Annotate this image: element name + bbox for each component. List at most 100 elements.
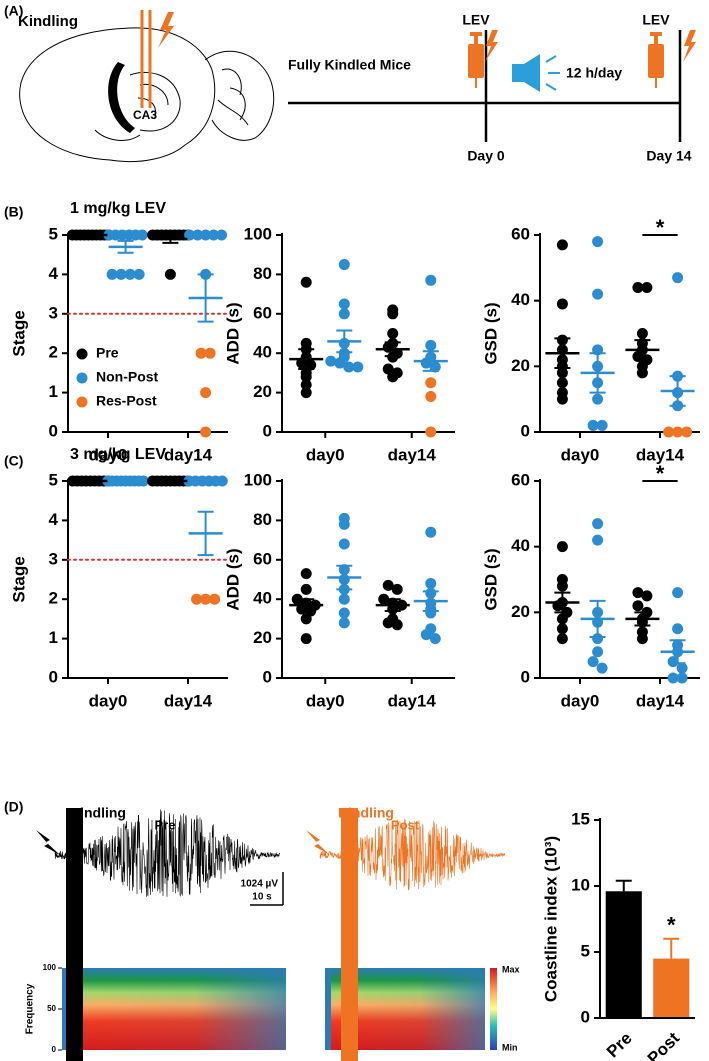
- y-tick-label: 0: [49, 421, 58, 440]
- data-point: [387, 328, 399, 339]
- y-tick-label: 4: [49, 264, 59, 283]
- y-tick-label: 0: [581, 1007, 590, 1026]
- y-axis-label: GSD (s): [481, 548, 500, 610]
- data-point: [291, 593, 303, 605]
- x-tick-label: day14: [636, 445, 685, 464]
- diagram-label: LEV: [462, 12, 490, 28]
- y-tick-label: 5: [581, 941, 590, 960]
- data-point: [556, 377, 568, 389]
- data-point: [387, 371, 399, 383]
- legend-label: Non-Post: [96, 369, 159, 385]
- diagram-label: LEV: [642, 12, 670, 28]
- data-point: [556, 613, 568, 625]
- data-point: [300, 613, 312, 625]
- x-tick-label: day0: [561, 445, 600, 464]
- speaker: [512, 54, 560, 92]
- y-tick-label: 60: [511, 224, 530, 243]
- significance-label: *: [656, 215, 665, 240]
- data-point: [556, 298, 568, 310]
- data-point: [632, 600, 644, 612]
- lightning: [485, 30, 498, 62]
- data-point: [596, 419, 608, 431]
- data-point: [300, 379, 312, 391]
- y-tick-label: 15: [571, 809, 590, 828]
- y-tick-label: 20: [253, 382, 272, 401]
- y-tick-label: 1: [49, 382, 58, 401]
- y-tick-label: 0: [521, 667, 530, 686]
- syringe: [468, 32, 664, 88]
- panel-label: (B): [4, 204, 23, 220]
- y-tick-label: 20: [511, 356, 530, 375]
- data-point: [382, 617, 394, 629]
- data-point: [300, 583, 312, 595]
- data-point: [556, 580, 568, 592]
- y-tick-label: 5: [49, 224, 58, 243]
- y-axis-label: GSD (s): [481, 302, 500, 364]
- data-point: [338, 538, 350, 550]
- data-point: [352, 361, 364, 373]
- x-tick-label: day0: [561, 691, 600, 710]
- data-point: [300, 276, 312, 288]
- data-point: [216, 475, 228, 487]
- data-point: [300, 568, 312, 580]
- y-tick-label: 100: [244, 224, 272, 243]
- data-point: [209, 593, 221, 605]
- diagram-label: Day 0: [467, 148, 505, 164]
- data-point: [632, 587, 644, 599]
- data-point: [596, 662, 608, 674]
- brain-region: [108, 62, 135, 133]
- data-point: [378, 593, 390, 605]
- data-point: [300, 371, 312, 383]
- data-point: [641, 590, 653, 602]
- y-tick-label: 10: [571, 875, 590, 894]
- legend-swatch: [76, 372, 88, 384]
- y-tick-label: 4: [49, 510, 59, 529]
- data-point: [192, 229, 204, 241]
- data-point: [425, 426, 437, 438]
- data-point: [676, 662, 688, 674]
- data-point: [200, 426, 212, 438]
- x-tick-label: day0: [306, 445, 345, 464]
- data-point: [556, 239, 568, 251]
- legend-swatch: [76, 396, 88, 408]
- diagram-label: 12 h/day: [566, 65, 622, 81]
- data-point: [338, 308, 350, 320]
- y-axis-label: Stage: [9, 556, 28, 602]
- data-point: [556, 623, 568, 635]
- data-point: [382, 579, 394, 591]
- data-point: [592, 646, 604, 658]
- data-point: [216, 229, 228, 241]
- data-point: [106, 268, 118, 280]
- data-point: [636, 633, 648, 645]
- data-point: [429, 361, 441, 373]
- data-point: [592, 393, 604, 405]
- lightning: [306, 830, 330, 855]
- data-point: [425, 377, 437, 389]
- data-point: [681, 426, 693, 438]
- y-tick-label: 40: [511, 536, 530, 555]
- x-tick-label: day0: [306, 691, 345, 710]
- data-point: [425, 577, 437, 589]
- x-tick-label: day14: [388, 445, 437, 464]
- data-point: [195, 347, 207, 359]
- y-tick-label: 0: [49, 667, 58, 686]
- data-point: [387, 308, 399, 320]
- data-point: [343, 361, 355, 373]
- data-point: [133, 268, 145, 280]
- data-point: [425, 339, 437, 351]
- data-point: [124, 268, 136, 280]
- x-tick-label: Pre: [603, 1029, 636, 1061]
- diagram-label: Kindling: [18, 13, 78, 30]
- stimulus-block: [341, 808, 358, 1061]
- x-tick-label: day14: [388, 691, 437, 710]
- x-tick-label: day0: [89, 691, 128, 710]
- data-point: [338, 617, 350, 629]
- significance-label: *: [667, 913, 676, 938]
- stimulus-block: [66, 808, 83, 1061]
- lightning: [683, 30, 696, 62]
- data-point: [338, 607, 350, 619]
- y-tick-label: 1: [49, 628, 58, 647]
- data-point: [672, 272, 684, 284]
- spectrogram-edge: [325, 968, 331, 1050]
- legend-swatch: [76, 348, 88, 360]
